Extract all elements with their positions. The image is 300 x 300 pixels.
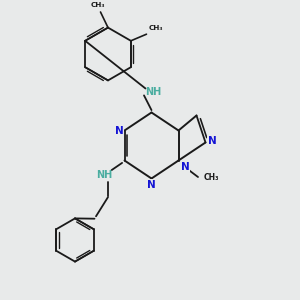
Text: N: N [147,179,156,190]
Text: N: N [115,125,124,136]
Text: CH₃: CH₃ [91,2,105,8]
Text: NH: NH [96,170,112,181]
Text: N: N [181,161,190,172]
Text: N: N [208,136,217,146]
Text: CH₃: CH₃ [148,25,163,31]
Text: CH₃: CH₃ [203,172,219,182]
Text: NH: NH [146,87,162,98]
